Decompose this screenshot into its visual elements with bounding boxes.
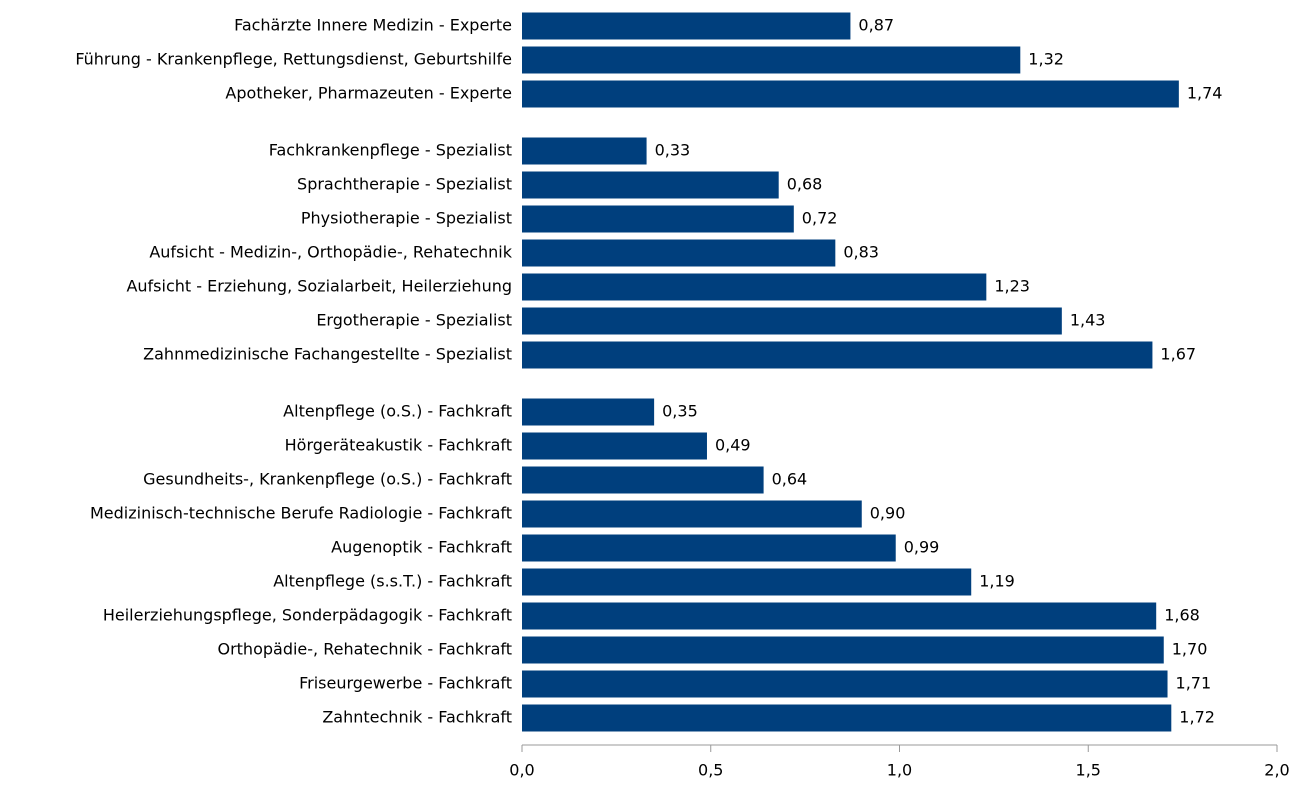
value-label: 1,71 <box>1176 674 1212 693</box>
category-label: Zahnmedizinische Fachangestellte - Spezi… <box>143 345 512 364</box>
value-label: 1,72 <box>1179 708 1215 727</box>
category-label: Führung - Krankenpflege, Rettungsdienst,… <box>75 50 512 69</box>
bar <box>522 307 1062 335</box>
x-tick-label: 1,0 <box>887 761 912 780</box>
x-tick-label: 1,5 <box>1076 761 1101 780</box>
bar <box>522 273 987 301</box>
category-label: Hörgeräteakustik - Fachkraft <box>285 436 512 455</box>
value-label: 0,99 <box>904 538 940 557</box>
x-tick-label: 2,0 <box>1264 761 1289 780</box>
bar <box>522 171 779 199</box>
x-tick-label: 0,5 <box>698 761 723 780</box>
value-label: 0,33 <box>655 141 691 160</box>
bar <box>522 466 764 494</box>
bar <box>522 12 851 40</box>
value-label: 1,43 <box>1070 311 1106 330</box>
category-label: Heilerziehungspflege, Sonderpädagogik - … <box>103 606 512 625</box>
category-label: Apotheker, Pharmazeuten - Experte <box>225 84 512 103</box>
category-label: Altenpflege (s.s.T.) - Fachkraft <box>273 572 512 591</box>
bar <box>522 432 707 460</box>
category-label: Medizinisch-technische Berufe Radiologie… <box>90 504 512 523</box>
value-label: 0,83 <box>843 243 879 262</box>
bar <box>522 500 862 528</box>
value-label: 1,19 <box>979 572 1015 591</box>
category-label: Orthopädie-, Rehatechnik - Fachkraft <box>217 640 512 659</box>
value-label: 0,64 <box>772 470 808 489</box>
value-label: 1,32 <box>1028 50 1064 69</box>
bar <box>522 534 896 562</box>
value-label: 1,70 <box>1172 640 1208 659</box>
bar <box>522 398 655 426</box>
value-label: 1,74 <box>1187 84 1223 103</box>
category-label: Fachkrankenpflege - Spezialist <box>269 141 512 160</box>
value-label: 0,68 <box>787 175 823 194</box>
category-label: Gesundheits-, Krankenpflege (o.S.) - Fac… <box>143 470 512 489</box>
bar <box>522 568 972 596</box>
bar <box>522 602 1157 630</box>
value-label: 1,67 <box>1160 345 1196 364</box>
bar <box>522 137 647 165</box>
category-label: Aufsicht - Erziehung, Sozialarbeit, Heil… <box>126 277 512 296</box>
bar <box>522 80 1179 108</box>
bar <box>522 636 1164 664</box>
x-tick-label: 0,0 <box>509 761 534 780</box>
bar <box>522 341 1153 369</box>
category-label: Ergotherapie - Spezialist <box>316 311 512 330</box>
value-label: 0,90 <box>870 504 906 523</box>
value-label: 0,87 <box>858 16 894 35</box>
category-label: Aufsicht - Medizin-, Orthopädie-, Rehate… <box>149 243 512 262</box>
category-label: Fachärzte Innere Medizin - Experte <box>234 16 512 35</box>
bar <box>522 704 1172 732</box>
value-label: 0,35 <box>662 402 698 421</box>
bar <box>522 46 1021 74</box>
value-label: 0,49 <box>715 436 751 455</box>
category-label: Augenoptik - Fachkraft <box>331 538 512 557</box>
bar <box>522 239 836 267</box>
bar <box>522 670 1168 698</box>
value-label: 1,23 <box>994 277 1030 296</box>
bar <box>522 205 794 233</box>
category-label: Physiotherapie - Spezialist <box>301 209 512 228</box>
value-label: 1,68 <box>1164 606 1200 625</box>
category-label: Zahntechnik - Fachkraft <box>322 708 512 727</box>
category-label: Friseurgewerbe - Fachkraft <box>299 674 512 693</box>
category-label: Sprachtherapie - Spezialist <box>297 175 512 194</box>
value-label: 0,72 <box>802 209 838 228</box>
category-label: Altenpflege (o.S.) - Fachkraft <box>283 402 512 421</box>
